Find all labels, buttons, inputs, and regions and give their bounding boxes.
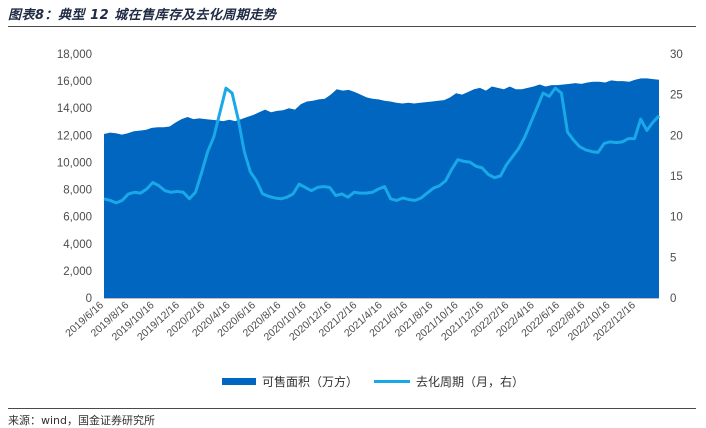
left-tick-label: 0 — [86, 293, 92, 305]
right-tick-label: 20 — [670, 130, 683, 142]
legend-label-line: 去化周期（月，右） — [416, 374, 524, 389]
right-axis-ticks: 0 5 10 15 20 25 30 — [670, 49, 683, 305]
left-tick-label: 10,000 — [57, 157, 92, 169]
series-line-destocking — [103, 86, 661, 205]
right-tick-label: 30 — [670, 49, 683, 61]
footer-divider — [8, 408, 696, 409]
left-tick-label: 2,000 — [63, 266, 92, 278]
left-tick-label: 12,000 — [57, 130, 92, 142]
left-tick-label: 18,000 — [57, 49, 92, 61]
title-divider — [8, 26, 696, 27]
legend: 可售面积（万方） 去化周期（月，右） — [222, 374, 524, 389]
left-axis-ticks: 0 2,000 4,000 6,000 8,000 10,000 12,000 14,000 1… — [57, 49, 92, 305]
left-tick-label: 4,000 — [63, 239, 92, 251]
left-tick-label: 6,000 — [63, 212, 92, 224]
figure-title: 图表8：典型 12 城在售库存及去化周期走势 — [8, 8, 277, 23]
right-tick-label: 25 — [670, 90, 683, 102]
left-tick-label: 16,000 — [57, 76, 92, 88]
right-tick-label: 5 — [670, 252, 676, 264]
source-note: 来源：wind，国金证券研究所 — [8, 414, 156, 427]
legend-swatch-area — [222, 378, 256, 385]
right-tick-label: 15 — [670, 171, 683, 183]
left-tick-label: 14,000 — [57, 103, 92, 115]
right-tick-label: 10 — [670, 212, 683, 224]
legend-label-area: 可售面积（万方） — [262, 374, 358, 389]
x-axis-ticks: 2019/6/162019/8/162019/10/162019/12/1620… — [63, 299, 638, 343]
right-tick-label: 0 — [670, 293, 676, 305]
left-tick-label: 8,000 — [63, 185, 92, 197]
